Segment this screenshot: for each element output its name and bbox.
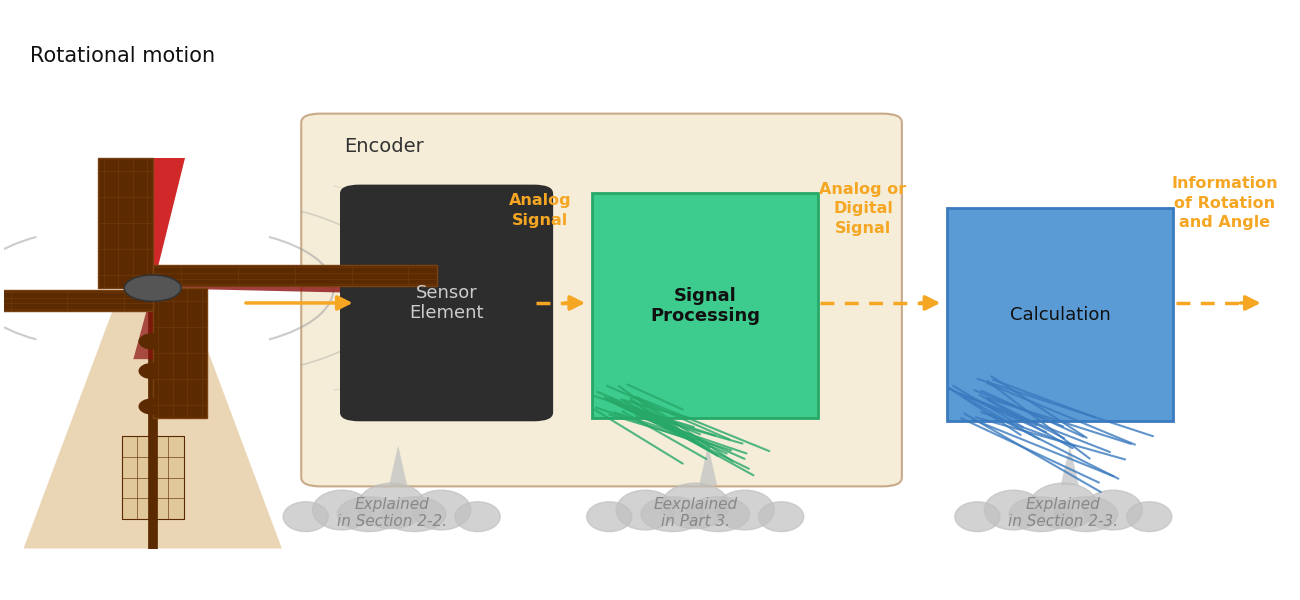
Polygon shape [152,265,437,286]
FancyBboxPatch shape [302,113,902,487]
Ellipse shape [283,502,329,532]
Text: Encoder: Encoder [344,137,424,156]
Bar [948,208,1173,421]
Ellipse shape [1084,490,1143,530]
Ellipse shape [139,363,166,379]
Text: Calculation: Calculation [1010,306,1110,324]
Polygon shape [0,290,152,311]
Text: Signal
Processing: Signal Processing [650,287,760,325]
Ellipse shape [139,398,166,415]
Bar [592,193,818,418]
Ellipse shape [358,483,425,529]
Polygon shape [99,158,152,288]
Text: Sensor
Element: Sensor Element [410,284,484,322]
Polygon shape [699,445,718,485]
Ellipse shape [1127,502,1171,532]
Ellipse shape [139,333,166,350]
Text: Explained
in Section 2-3.: Explained in Section 2-3. [1009,497,1118,529]
Polygon shape [152,288,207,418]
Polygon shape [1061,445,1079,485]
FancyBboxPatch shape [341,185,552,421]
Ellipse shape [338,497,400,532]
Ellipse shape [1030,483,1097,529]
Text: Analog
Signal: Analog Signal [508,193,572,228]
Ellipse shape [686,497,750,532]
Ellipse shape [662,483,729,529]
Text: Eexplained
in Part 3.: Eexplained in Part 3. [653,497,737,529]
Ellipse shape [1054,497,1118,532]
Ellipse shape [715,490,775,530]
Polygon shape [152,271,411,294]
Ellipse shape [455,502,500,532]
Ellipse shape [641,497,705,532]
Polygon shape [146,158,185,288]
Ellipse shape [586,502,632,532]
Polygon shape [134,288,165,359]
Bar [122,436,183,519]
Circle shape [125,275,181,301]
Ellipse shape [954,502,1000,532]
Polygon shape [389,445,407,485]
Text: Analog or
Digital
Signal: Analog or Digital Signal [819,182,906,236]
Ellipse shape [382,497,446,532]
Ellipse shape [1009,497,1072,532]
Ellipse shape [412,490,471,530]
Ellipse shape [616,490,675,530]
Text: Rotational motion: Rotational motion [30,46,215,65]
Text: Information
of Rotation
and Angle: Information of Rotation and Angle [1171,176,1278,230]
Text: Explained
in Section 2-2.: Explained in Section 2-2. [337,497,447,529]
Polygon shape [23,300,282,548]
Circle shape [125,275,181,301]
Ellipse shape [758,502,803,532]
Ellipse shape [984,490,1043,530]
Ellipse shape [312,490,372,530]
